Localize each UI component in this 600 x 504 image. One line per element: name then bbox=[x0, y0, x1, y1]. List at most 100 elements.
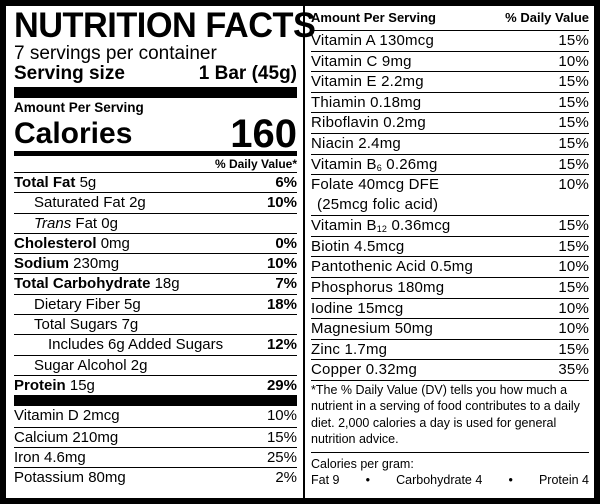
vitamin-dv: 10% bbox=[558, 258, 589, 276]
nutrient-row: Sugar Alcohol 2g bbox=[14, 354, 297, 375]
vitamin-dv: 2% bbox=[275, 469, 297, 487]
nutrient-label: Protein bbox=[14, 376, 66, 394]
vitamin-row: Niacin 2.4mg 15% bbox=[311, 132, 589, 154]
vitamin-list-right: Vitamin A 130mcg 15% Vitamin C 9mg 10% Vitam… bbox=[311, 30, 589, 380]
vitamin-name: Vitamin B6 0.26mg bbox=[311, 155, 438, 175]
nutrient-amount: 7g bbox=[121, 316, 139, 334]
cpg-bullet-2: • bbox=[508, 473, 513, 488]
nutrient-label: Cholesterol bbox=[14, 234, 97, 252]
vitamin-label: Iron 4.6mg bbox=[14, 448, 86, 466]
vitamin-row: Phosphorus 180mg 15% bbox=[311, 276, 589, 298]
vitamin-label: Vitamin C 9mg bbox=[311, 52, 412, 70]
vitamin-dv: 10% bbox=[558, 320, 589, 338]
vitamin-subscript: 6 bbox=[376, 162, 382, 173]
vitamin-label: Magnesium 50mg bbox=[311, 320, 434, 338]
vitamin-row: Calcium 210mg 15% bbox=[14, 426, 297, 447]
footnote: *The % Daily Value (DV) tells you how mu… bbox=[311, 382, 580, 447]
vitamin-row: Iodine 15mcg 10% bbox=[311, 297, 589, 319]
right-header-dv: % Daily Value bbox=[505, 10, 589, 25]
cpg-carb: Carbohydrate 4 bbox=[396, 473, 483, 488]
column-divider bbox=[303, 6, 305, 498]
nutrient-list: Total Fat 5g 6% Saturated Fat 2g 10% Trans F… bbox=[14, 172, 297, 395]
nutrient-dv: 7% bbox=[275, 275, 297, 293]
nutrient-name: Cholesterol 0mg bbox=[14, 234, 130, 253]
vitamin-subscript: 12 bbox=[376, 224, 388, 235]
vitamin-label: Biotin 4.5mcg bbox=[311, 237, 405, 255]
vitamin-amount: 0.36mcg bbox=[387, 217, 451, 235]
nutrient-amount: 0mg bbox=[100, 234, 130, 252]
vitamin-label: Riboflavin 0.2mg bbox=[311, 114, 426, 132]
vitamin-row: Vitamin B12 0.36mcg 15% bbox=[311, 215, 589, 236]
nutrient-name: Total Carbohydrate 18g bbox=[14, 274, 180, 293]
vitamin-label: Vitamin D 2mcg bbox=[14, 407, 120, 425]
vitamin-dv: 15% bbox=[558, 114, 589, 132]
nutrient-amount: 18g bbox=[154, 275, 180, 293]
vitamin-name: Vitamin B12 0.36mcg bbox=[311, 216, 450, 236]
vitamin-dv: 10% bbox=[558, 52, 589, 70]
nutrient-amount: 2g bbox=[129, 194, 146, 212]
nutrient-name: Dietary Fiber 5g bbox=[34, 295, 141, 314]
vitamin-dv: 10% bbox=[558, 299, 589, 317]
vitamin-row: Iron 4.6mg 25% bbox=[14, 446, 297, 467]
nutrient-label: Total Sugars bbox=[34, 316, 118, 334]
vitamin-label: Potassium 80mg bbox=[14, 469, 126, 487]
label-title: NUTRITION FACTS bbox=[14, 6, 316, 45]
nutrient-name: Total Fat 5g bbox=[14, 173, 96, 192]
vitamin-dv: 15% bbox=[558, 134, 589, 152]
vitamin-name: Iodine 15mcg bbox=[311, 299, 403, 319]
left-column: NUTRITION FACTS 7 servings per container… bbox=[14, 6, 316, 487]
vitamin-name: Niacin 2.4mg bbox=[311, 134, 401, 154]
vitamin-row: Pantothenic Acid 0.5mg 10% bbox=[311, 256, 589, 277]
nutrient-dv: 10% bbox=[266, 194, 297, 212]
right-header-amount: Amount Per Serving bbox=[311, 10, 436, 25]
nutrient-dv: 10% bbox=[266, 255, 297, 273]
nutrient-dv: 29% bbox=[266, 376, 297, 394]
vitamin-name: Zinc 1.7mg bbox=[311, 340, 387, 360]
nutrient-label: Sodium bbox=[14, 255, 69, 273]
nutrient-amount: 230mg bbox=[73, 255, 120, 273]
vitamin-label: Pantothenic Acid 0.5mg bbox=[311, 258, 474, 276]
calories-label: Calories bbox=[14, 117, 133, 150]
thick-divider bbox=[14, 87, 297, 98]
vitamin-name: Thiamin 0.18mg bbox=[311, 93, 421, 113]
calories-per-gram: Calories per gram: Fat 9 • Carbohydrate … bbox=[311, 456, 589, 489]
vitamin-dv: 10% bbox=[558, 176, 589, 194]
vitamin-name: Folate 40mcg DFE (25mcg folic acid) bbox=[311, 175, 439, 215]
nutrient-name: Saturated Fat 2g bbox=[34, 193, 146, 212]
nutrition-label: NUTRITION FACTS 7 servings per container… bbox=[6, 6, 594, 498]
nutrient-row: Total Carbohydrate 18g 7% bbox=[14, 273, 297, 293]
vitamin-name: Phosphorus 180mg bbox=[311, 278, 444, 298]
medium-divider bbox=[14, 151, 297, 156]
nutrient-label-suffix: Fat bbox=[75, 214, 98, 232]
serving-size-label: Serving size bbox=[14, 63, 125, 84]
vitamin-dv: 25% bbox=[266, 448, 297, 466]
vitamin-row: Magnesium 50mg 10% bbox=[311, 318, 589, 339]
vitamin-label: Niacin 2.4mg bbox=[311, 134, 401, 152]
nutrient-row: Total Sugars 7g bbox=[14, 314, 297, 334]
vitamin-label: Folate 40mcg DFE bbox=[311, 176, 440, 194]
nutrient-label: Saturated Fat bbox=[34, 194, 125, 212]
vitamin-row: Riboflavin 0.2mg 15% bbox=[311, 112, 589, 133]
vitamin-list-left: Vitamin D 2mcg 10% Calcium 210mg 15% Iron 4.… bbox=[14, 406, 297, 487]
vitamin-row: Zinc 1.7mg 15% bbox=[311, 338, 589, 360]
nutrient-amount: 15g bbox=[69, 376, 95, 394]
calories-per-gram-label: Calories per gram: bbox=[311, 456, 414, 471]
nutrient-row: Dietary Fiber 5g 18% bbox=[14, 293, 297, 314]
vitamin-dv: 15% bbox=[558, 32, 589, 49]
cpg-fat: Fat 9 bbox=[311, 473, 340, 488]
vitamin-name: Copper 0.32mg bbox=[311, 360, 417, 380]
right-header: Amount Per Serving % Daily Value bbox=[311, 8, 589, 30]
vitamin-row: Vitamin B6 0.26mg 15% bbox=[311, 153, 589, 175]
serving-size-value: 1 Bar (45g) bbox=[198, 63, 297, 84]
nutrient-label: Total Fat bbox=[14, 174, 76, 191]
servings-per-container: 7 servings per container bbox=[14, 43, 217, 64]
nutrient-amount: 2g bbox=[130, 356, 148, 374]
vitamin-label: Phosphorus 180mg bbox=[311, 278, 445, 296]
nutrient-row: Saturated Fat 2g 10% bbox=[14, 192, 297, 212]
calories-row: Calories 160 bbox=[14, 114, 297, 154]
vitamin-row: Copper 0.32mg 35% bbox=[311, 359, 589, 380]
thick-divider-bottom bbox=[14, 395, 297, 407]
vitamin-label: Zinc 1.7mg bbox=[311, 340, 388, 358]
vitamin-dv: 15% bbox=[558, 278, 589, 296]
nutrient-name: Protein 15g bbox=[14, 376, 95, 395]
